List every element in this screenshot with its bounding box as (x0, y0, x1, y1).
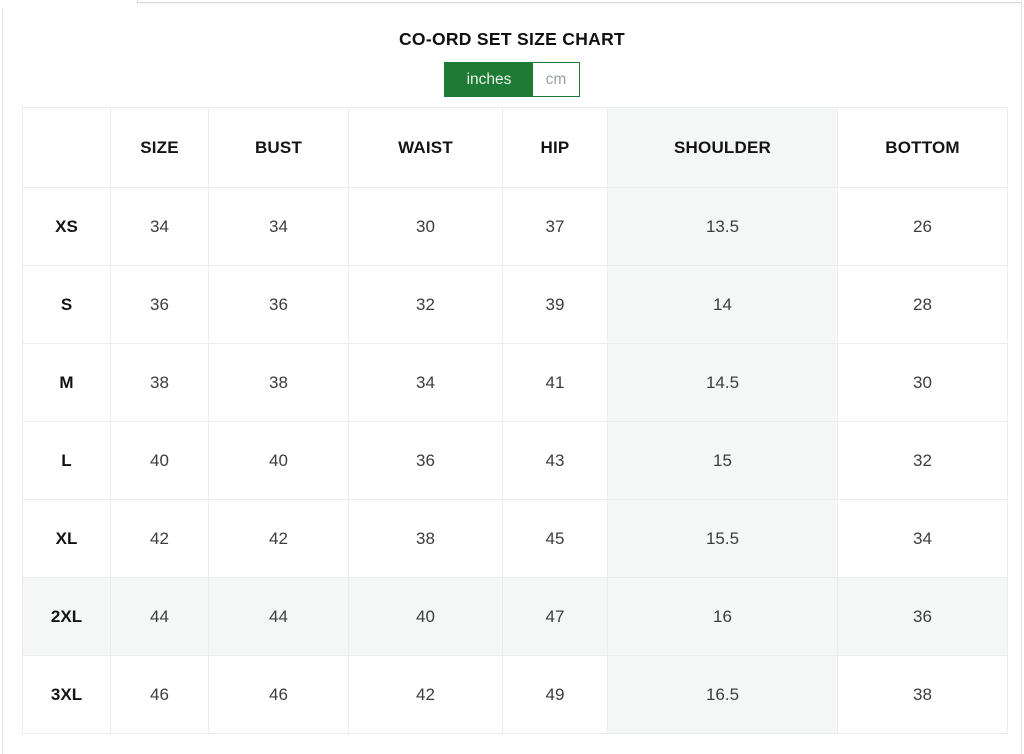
cell-2xl-shoulder: 16 (607, 577, 838, 656)
unit-toggle[interactable]: inches cm (444, 62, 580, 97)
cell-s-waist: 32 (348, 265, 503, 344)
cell-2xl-bottom: 36 (837, 577, 1008, 656)
size-row-3xl: 3XL 46 46 42 49 16.5 38 (22, 655, 1008, 734)
row-label-m: M (22, 343, 111, 422)
cell-m-shoulder: 14.5 (607, 343, 838, 422)
cell-l-bust: 40 (208, 421, 349, 500)
row-label-l: L (22, 421, 111, 500)
row-label-3xl: 3XL (22, 655, 111, 734)
cell-2xl-size: 44 (110, 577, 209, 656)
column-header-shoulder: SHOULDER (607, 107, 838, 188)
cell-xl-bottom: 34 (837, 499, 1008, 578)
cell-l-waist: 36 (348, 421, 503, 500)
widget-top-border (137, 2, 1022, 3)
cell-3xl-bust: 46 (208, 655, 349, 734)
cell-2xl-hip: 47 (502, 577, 608, 656)
row-label-xl: XL (22, 499, 111, 578)
column-header-hip: HIP (502, 107, 608, 188)
cell-xs-shoulder: 13.5 (607, 187, 838, 266)
widget-left-border (2, 8, 3, 754)
cell-m-bust: 38 (208, 343, 349, 422)
cell-2xl-waist: 40 (348, 577, 503, 656)
column-header-size: SIZE (110, 107, 209, 188)
cell-s-bust: 36 (208, 265, 349, 344)
size-row-2xl: 2XL 44 44 40 47 16 36 (22, 577, 1008, 656)
cell-xl-bust: 42 (208, 499, 349, 578)
column-header-bottom: BOTTOM (837, 107, 1008, 188)
cell-3xl-bottom: 38 (837, 655, 1008, 734)
cell-xl-shoulder: 15.5 (607, 499, 838, 578)
cell-l-bottom: 32 (837, 421, 1008, 500)
cell-3xl-size: 46 (110, 655, 209, 734)
cell-3xl-shoulder: 16.5 (607, 655, 838, 734)
cell-3xl-waist: 42 (348, 655, 503, 734)
cell-s-bottom: 28 (837, 265, 1008, 344)
header-row: SIZE BUST WAIST HIP SHOULDER BOTTOM (22, 107, 1008, 188)
size-chart-table: SIZE BUST WAIST HIP SHOULDER BOTTOM XS 34 34 30 3… (22, 107, 1008, 734)
cell-xl-size: 42 (110, 499, 209, 578)
cell-3xl-hip: 49 (502, 655, 608, 734)
size-row-xl: XL 42 42 38 45 15.5 34 (22, 499, 1008, 578)
cell-s-shoulder: 14 (607, 265, 838, 344)
cell-l-shoulder: 15 (607, 421, 838, 500)
cell-s-size: 36 (110, 265, 209, 344)
row-label-s: S (22, 265, 111, 344)
row-label-xs: XS (22, 187, 111, 266)
size-row-m: M 38 38 34 41 14.5 30 (22, 343, 1008, 422)
unit-inches-button[interactable]: inches (445, 63, 533, 96)
cell-l-hip: 43 (502, 421, 608, 500)
cell-xs-bottom: 26 (837, 187, 1008, 266)
unit-cm-button[interactable]: cm (533, 63, 579, 96)
column-header-bust: BUST (208, 107, 349, 188)
cell-xl-waist: 38 (348, 499, 503, 578)
size-chart-title: CO-ORD SET SIZE CHART (398, 29, 626, 49)
column-header-blank (22, 107, 111, 188)
cell-l-size: 40 (110, 421, 209, 500)
size-chart-body: XS 34 34 30 37 13.5 26 S 36 36 32 39 14 28 M 38 38 34 41 14… (22, 187, 1008, 734)
cell-m-size: 38 (110, 343, 209, 422)
cell-s-hip: 39 (502, 265, 608, 344)
cell-m-waist: 34 (348, 343, 503, 422)
column-header-waist: WAIST (348, 107, 503, 188)
row-label-2xl: 2XL (22, 577, 111, 656)
size-row-xs: XS 34 34 30 37 13.5 26 (22, 187, 1008, 266)
widget-right-border (1021, 3, 1022, 754)
widget-top-border-notch (137, 0, 138, 3)
cell-xl-hip: 45 (502, 499, 608, 578)
cell-xs-size: 34 (110, 187, 209, 266)
cell-m-bottom: 30 (837, 343, 1008, 422)
size-row-l: L 40 40 36 43 15 32 (22, 421, 1008, 500)
cell-2xl-bust: 44 (208, 577, 349, 656)
cell-xs-hip: 37 (502, 187, 608, 266)
cell-m-hip: 41 (502, 343, 608, 422)
size-row-s: S 36 36 32 39 14 28 (22, 265, 1008, 344)
cell-xs-waist: 30 (348, 187, 503, 266)
cell-xs-bust: 34 (208, 187, 349, 266)
